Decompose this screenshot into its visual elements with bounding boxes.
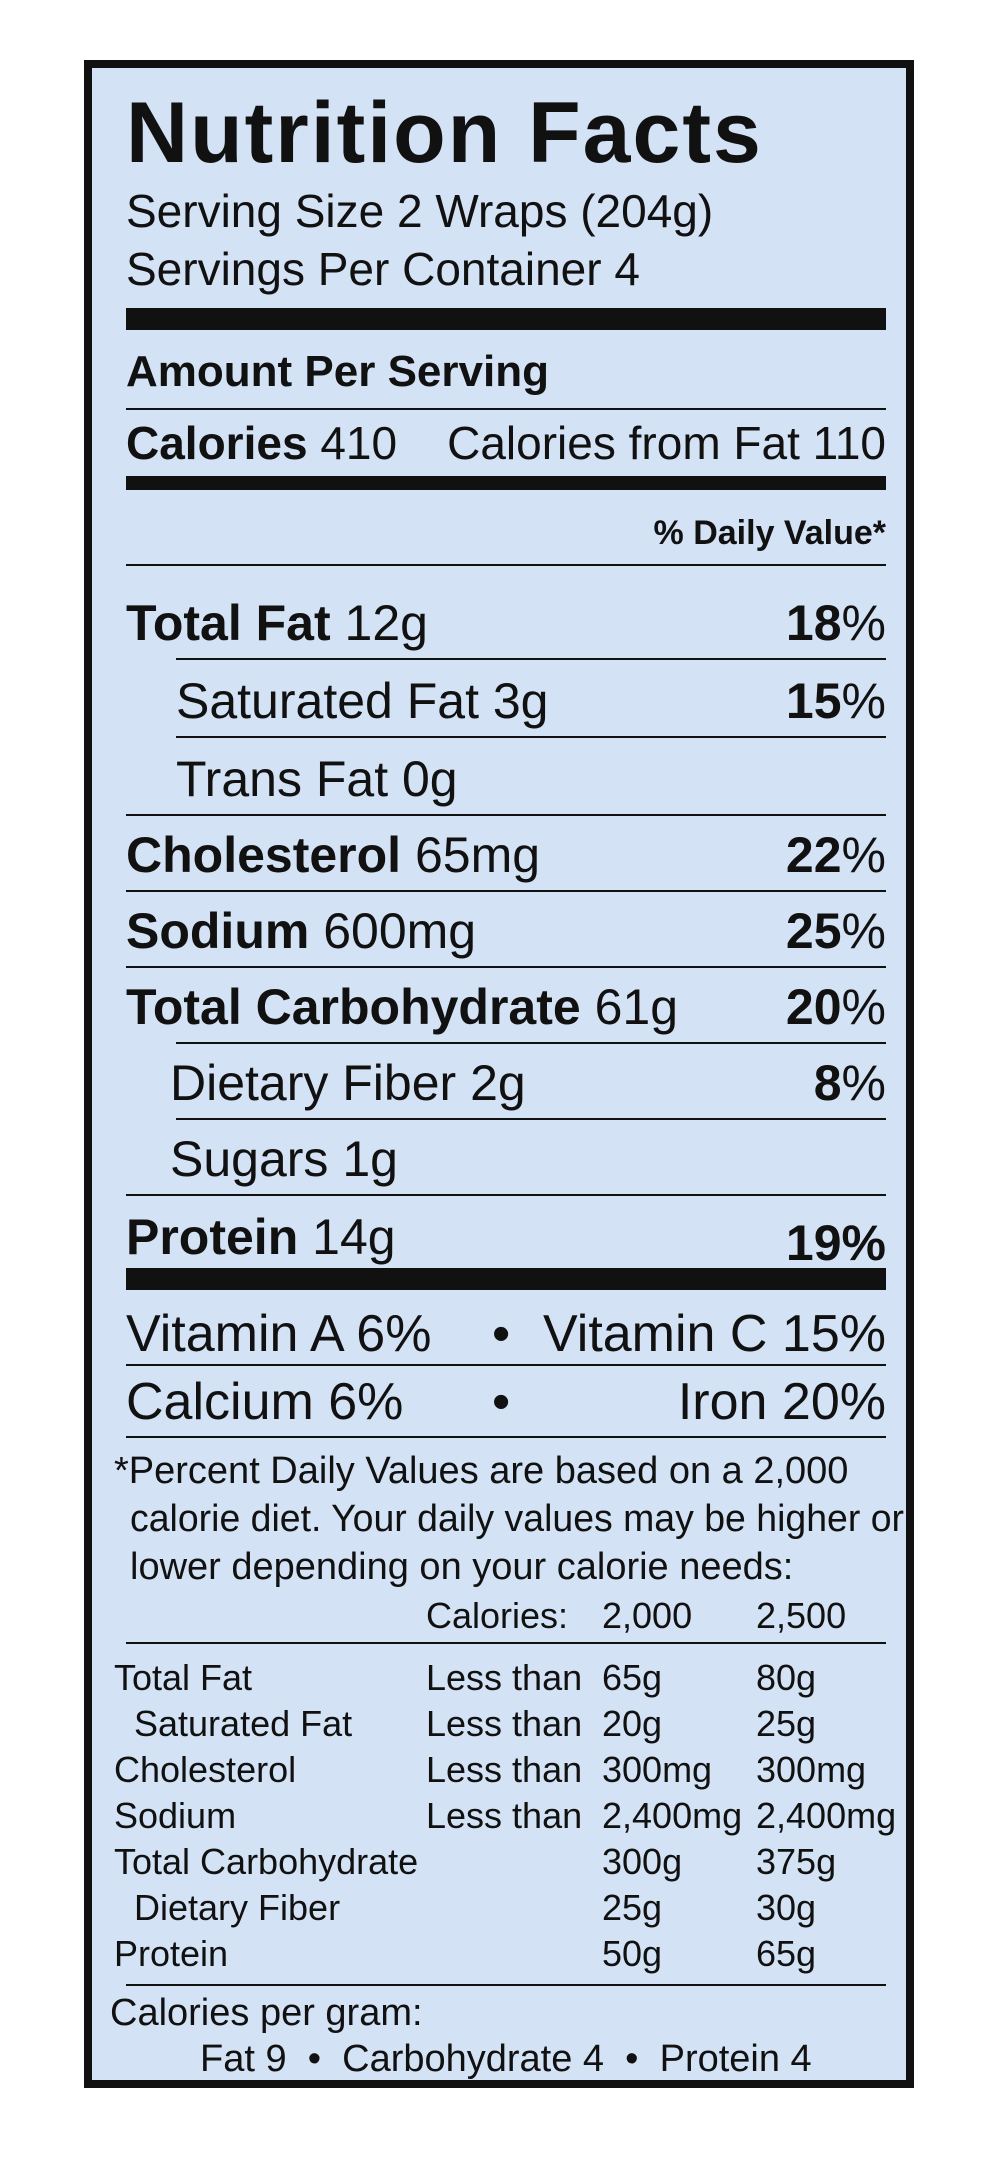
divider (176, 736, 886, 738)
nutrient-dv: 22% (785, 827, 886, 883)
footnote-line-3: lower depending on your calorie needs: (130, 1546, 794, 1588)
nutrient-row-dietary-fiber: Dietary Fiber 2g (170, 1058, 526, 1108)
nutrient-row-sodium: Sodium 600mg (126, 906, 476, 956)
nutrient-row-cholesterol: Cholesterol 65mg (126, 830, 540, 880)
bullet: • (492, 1373, 511, 1431)
bullet: • (492, 1305, 511, 1363)
divider (126, 1194, 886, 1196)
nutrition-facts-label: Nutrition Facts Serving Size 2 Wraps (20… (84, 60, 914, 2088)
calories-row: Calories 410 (126, 420, 397, 466)
nutrient-dv: 20% (785, 979, 886, 1035)
nutrient-amount: 3g (492, 673, 549, 729)
nutrient-row-saturated-fat: Saturated Fat 3g (176, 676, 549, 726)
nutrient-name: Total Fat (126, 595, 331, 651)
nutrient-dv: 25% (785, 903, 886, 959)
iron: Iron 20% (677, 1373, 886, 1431)
divider (126, 1436, 886, 1438)
vitamin-a: Vitamin A 6% (126, 1305, 432, 1363)
divider (176, 1042, 886, 1044)
divider (126, 890, 886, 892)
nutrient-amount: 600mg (323, 903, 477, 959)
thick-divider (126, 308, 886, 330)
nutrient-amount: 0g (402, 751, 458, 807)
nutrient-row-protein: Protein 14g (126, 1212, 396, 1262)
calories-from-fat: Calories from Fat 110 (447, 417, 886, 469)
calcium: Calcium 6% (126, 1373, 404, 1431)
nutrient-name: Total Carbohydrate (126, 979, 581, 1035)
nutrient-name: Trans Fat (176, 751, 389, 807)
nutrient-dv: 15% (785, 673, 886, 729)
dv-header-2500: 2,500 (756, 1595, 847, 1636)
thick-divider (126, 1268, 886, 1290)
servings-per-container: Servings Per Container 4 (126, 243, 640, 295)
nutrient-name: Cholesterol (126, 827, 402, 883)
nutrient-row-sugars: Sugars 1g (170, 1134, 398, 1184)
nutrient-dv: 19% (785, 1215, 886, 1271)
serving-size: Serving Size 2 Wraps (204g) (126, 185, 714, 237)
nutrient-row-total-fat: Total Fat 12g (126, 598, 428, 648)
divider (176, 658, 886, 660)
nutrient-dv: 18% (785, 595, 886, 651)
nutrient-row-total-carbohydrate: Total Carbohydrate 61g (126, 982, 678, 1032)
amount-per-serving: Amount Per Serving (126, 347, 549, 396)
nutrient-name: Protein (126, 1209, 299, 1265)
divider (126, 1364, 886, 1366)
nutrient-name: Saturated Fat (176, 673, 479, 729)
divider (126, 564, 886, 566)
nutrient-name: Sugars (170, 1131, 329, 1187)
divider (176, 1118, 886, 1120)
calories-label: Calories (126, 417, 308, 469)
calories-per-gram-label: Calories per gram: (110, 1992, 423, 2034)
divider (126, 814, 886, 816)
nutrient-amount: 2g (470, 1055, 526, 1111)
divider (126, 1984, 886, 1986)
medium-divider (126, 476, 886, 490)
nutrient-amount: 65mg (414, 827, 541, 883)
nutrient-amount: 14g (312, 1209, 396, 1265)
nutrient-row-trans-fat: Trans Fat 0g (176, 754, 458, 804)
nutrient-name: Dietary Fiber (170, 1055, 457, 1111)
calories-value: 410 (320, 417, 398, 469)
vitamin-c: Vitamin C 15% (543, 1305, 886, 1363)
nutrient-amount: 1g (342, 1131, 398, 1187)
footnote-line-2: calorie diet. Your daily values may be h… (130, 1498, 905, 1540)
divider (126, 966, 886, 968)
nutrient-name: Sodium (126, 903, 310, 959)
label-title: Nutrition Facts (126, 85, 763, 181)
divider (126, 1642, 886, 1644)
daily-value-header: % Daily Value* (653, 514, 886, 552)
dv-header-calories: Calories: (426, 1595, 569, 1636)
nutrient-amount: 61g (594, 979, 679, 1035)
nutrient-amount: 12g (344, 595, 428, 651)
calories-per-gram-values: Fat 9 • Carbohydrate 4 • Protein 4 (200, 2038, 812, 2080)
footnote-line-1: *Percent Daily Values are based on a 2,0… (114, 1450, 849, 1492)
divider (126, 408, 886, 410)
nutrient-dv: 8% (813, 1055, 886, 1111)
dv-header-2000: 2,000 (602, 1595, 693, 1636)
